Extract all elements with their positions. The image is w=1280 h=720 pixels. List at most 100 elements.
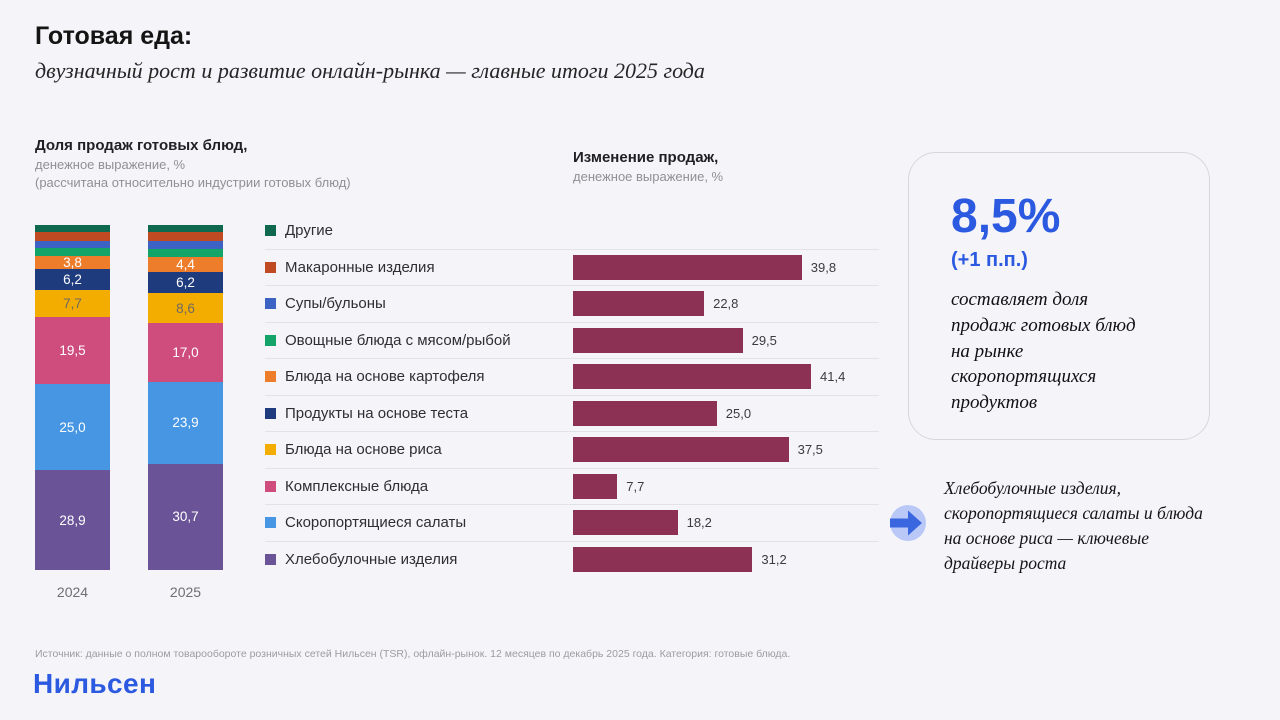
- segment-2025: [148, 240, 223, 249]
- bar-value-label: 37,5: [797, 442, 823, 458]
- bar-wrap: 7,7: [573, 473, 644, 499]
- segment-value-label: 30,7: [172, 509, 199, 525]
- page-title: Готовая еда:: [35, 22, 193, 50]
- highlight-delta: (+1 п.п.): [951, 249, 1028, 271]
- bar-wrap: 25,0: [573, 400, 752, 426]
- bar: [573, 510, 678, 536]
- segment-value-label: 6,2: [63, 271, 82, 287]
- legend-marker: [265, 225, 276, 237]
- legend-item: Макаронные изделия: [265, 259, 573, 276]
- legend-item: Хлебобулочные изделия: [265, 551, 573, 568]
- legend-label: Другие: [285, 222, 334, 240]
- bar-value-label: 22,8: [713, 296, 739, 312]
- header: Готовая еда: двузначный рост и развитие …: [35, 22, 705, 84]
- legend-item: Комплексные блюда: [265, 478, 573, 495]
- segment-2025: 17,0: [148, 322, 223, 382]
- segment-2025: 23,9: [148, 381, 223, 464]
- hbar-chart-header: Изменение продаж, денежное выражение, %: [573, 149, 873, 184]
- stacked-chart-subtitle: денежное выражение, %: [35, 157, 186, 172]
- hbar-row: Другие: [265, 213, 879, 250]
- bar-value-label: 31,2: [761, 552, 787, 568]
- bar-wrap: 31,2: [573, 547, 787, 573]
- bar-value-label: 18,2: [686, 515, 712, 531]
- bar: [573, 291, 705, 317]
- hbar-row: Хлебобулочные изделия 31,2: [265, 542, 879, 579]
- stacked-x-axis: 2024 2025: [35, 584, 223, 600]
- segment-2024: 7,7: [35, 290, 110, 317]
- highlight-description: составляет доля продаж готовых блюд на р…: [951, 289, 1136, 414]
- bar: [573, 437, 789, 463]
- hbar-row: Блюда на основе риса 37,5: [265, 432, 879, 469]
- legend-marker: [265, 261, 276, 273]
- segment-value-label: 17,0: [172, 344, 199, 360]
- hbar-row: Блюда на основе картофеля 41,4: [265, 359, 879, 396]
- segment-2024: 25,0: [35, 383, 110, 471]
- stacked-chart-note: (рассчитана относительно индустрии готов…: [35, 175, 351, 190]
- segment-2024: [35, 248, 110, 256]
- segment-2025: 6,2: [148, 271, 223, 294]
- segment-value-label: 8,6: [176, 300, 195, 316]
- legend-label: Продукты на основе теста: [285, 404, 469, 422]
- segment-2024: [35, 240, 110, 249]
- segment-2024: 19,5: [35, 316, 110, 384]
- bar: [573, 254, 802, 280]
- source-note: Источник: данные о полном товарообороте …: [35, 648, 791, 660]
- segment-value-label: 19,5: [59, 342, 86, 358]
- legend-item: Продукты на основе теста: [265, 405, 573, 422]
- bar: [573, 364, 811, 390]
- key-drivers-callout: Хлебобулочные изделия, скоропортящиеся с…: [886, 476, 1206, 575]
- legend-label: Супы/бульоны: [285, 295, 386, 313]
- bar-wrap: 39,8: [573, 254, 837, 280]
- bar-value-label: 41,4: [820, 369, 846, 385]
- legend-marker: [265, 334, 276, 346]
- bar-wrap: 41,4: [573, 364, 846, 390]
- legend-label: Овощные блюда с мясом/рыбой: [285, 331, 511, 349]
- stacked-column-2025: 4,4 6,2 8,6 17,0 23,9 30,7: [148, 225, 223, 570]
- legend-marker: [265, 444, 276, 456]
- bar-value-label: 29,5: [751, 332, 777, 348]
- bar-wrap: 37,5: [573, 437, 823, 463]
- segment-value-label: 7,7: [63, 295, 82, 311]
- bar: [573, 473, 618, 499]
- legend-label: Блюда на основе картофеля: [285, 368, 485, 386]
- legend-marker: [265, 298, 276, 310]
- bar-value-label: 25,0: [725, 405, 752, 421]
- hbar-row: Скоропортящиеся салаты 18,2: [265, 505, 879, 542]
- legend-item: Блюда на основе картофеля: [265, 368, 573, 385]
- legend-label: Комплексные блюда: [285, 477, 429, 495]
- hbar-chart-title: Изменение продаж,: [573, 149, 719, 166]
- legend-item: Овощные блюда с мясом/рыбой: [265, 332, 573, 349]
- legend-label: Блюда на основе риса: [285, 441, 442, 459]
- legend-label: Хлебобулочные изделия: [285, 551, 458, 569]
- legend-marker: [265, 371, 276, 383]
- bar: [573, 547, 753, 573]
- segment-value-label: 23,9: [172, 415, 199, 431]
- stacked-chart-title: Доля продаж готовых блюд,: [35, 137, 248, 154]
- nielsen-logo: Нильсен: [33, 668, 157, 699]
- segment-value-label: 28,9: [59, 512, 86, 528]
- segment-value-label: 4,4: [176, 256, 195, 272]
- stacked-chart-header: Доля продаж готовых блюд, денежное выраж…: [35, 137, 580, 190]
- hbar-rows: Другие Макаронные изделия 39,8 Супы/бульоны…: [265, 213, 879, 578]
- bar-wrap: 22,8: [573, 291, 739, 317]
- hbar-row: Продукты на основе теста 25,0: [265, 396, 879, 432]
- segment-2025: 4,4: [148, 256, 223, 272]
- bar-value-label: 39,8: [810, 259, 837, 275]
- callout-text: Хлебобулочные изделия, скоропортящиеся с…: [944, 478, 1203, 573]
- segment-2024: 6,2: [35, 268, 110, 291]
- segment-2025: [148, 225, 223, 233]
- segment-value-label: 6,2: [176, 275, 195, 291]
- highlight-card: 8,5% (+1 п.п.) составляет доля продаж го…: [908, 152, 1210, 440]
- arrow-right-icon: [890, 505, 926, 541]
- hbar-row: Супы/бульоны 22,8: [265, 286, 879, 323]
- legend-item: Супы/бульоны: [265, 295, 573, 312]
- legend-marker: [265, 480, 276, 492]
- bar-wrap: 18,2: [573, 510, 712, 536]
- year-label-2025: 2025: [169, 584, 202, 600]
- segment-2025: 8,6: [148, 293, 223, 323]
- bar: [573, 327, 743, 353]
- segment-2025: [148, 232, 223, 241]
- segment-2024: [35, 232, 110, 241]
- stacked-column-2024: 3,8 6,2 7,7 19,5 25,0 28,9: [35, 225, 110, 570]
